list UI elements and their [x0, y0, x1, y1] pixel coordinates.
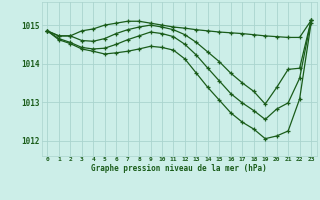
X-axis label: Graphe pression niveau de la mer (hPa): Graphe pression niveau de la mer (hPa) [91, 164, 267, 173]
